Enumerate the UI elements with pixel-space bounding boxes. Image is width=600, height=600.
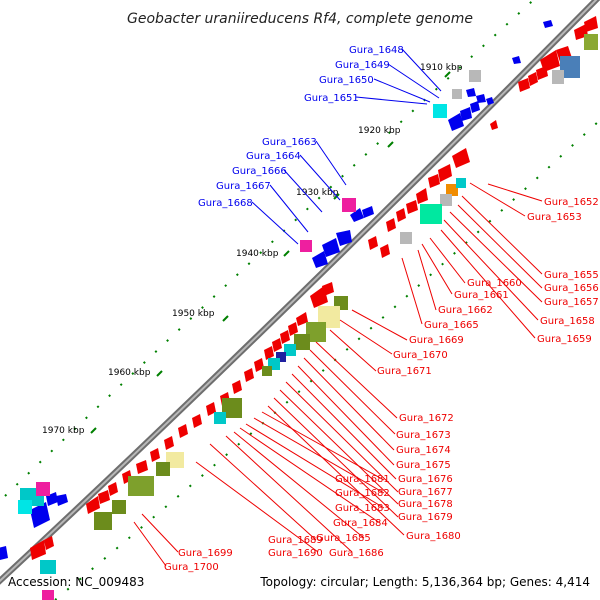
gene-label-reverse: Gura_1679: [398, 512, 453, 523]
gene-label-forward: Gura_1666: [232, 166, 287, 177]
tick-labels: 1910 kbp 1920 kbp 1930 kbp 1940 kbp 1950…: [42, 63, 463, 436]
gene-label-forward: Gura_1650: [319, 75, 374, 86]
gene-label-reverse: Gura_1670: [393, 350, 448, 361]
gene-label-forward: Gura_1651: [304, 93, 359, 104]
reverse-strand-genes: [30, 16, 598, 560]
tick-label: 1960 kbp: [108, 368, 151, 378]
tick-label: 1950 kbp: [172, 309, 215, 319]
tick-label: 1910 kbp: [420, 63, 463, 73]
tick-label: 1970 kbp: [42, 426, 85, 436]
gene-label-reverse: Gura_1652: [544, 197, 599, 208]
blue-labels: Gura_1648 Gura_1649 Gura_1650 Gura_1651 …: [198, 45, 404, 209]
gene-label-reverse: Gura_1661: [454, 290, 509, 301]
gene-label-reverse: Gura_1680: [406, 531, 461, 542]
gene-label-reverse: Gura_1685: [316, 533, 371, 544]
gene-label-reverse: Gura_1657: [544, 297, 599, 308]
scale-ticks: [90, 71, 451, 434]
blue-leaders: [251, 48, 442, 245]
red-leaders: [133, 182, 543, 567]
outer-colored-genes: [18, 70, 481, 514]
gene-label-forward: Gura_1664: [246, 151, 301, 162]
gene-label-reverse: Gura_1656: [544, 283, 599, 294]
forward-strand-genes: [0, 20, 553, 560]
gene-label-reverse: Gura_1669: [409, 335, 464, 346]
tick-label: 1920 kbp: [358, 126, 401, 136]
accession-text: Accession: NC_009483: [8, 575, 144, 589]
gene-label-reverse: Gura_1676: [398, 474, 453, 485]
gene-label-reverse: Gura_1675: [396, 460, 451, 471]
gene-label-reverse: Gura_1659: [537, 334, 592, 345]
gene-label-reverse: Gura_1655: [544, 270, 599, 281]
gene-label-reverse: Gura_1677: [398, 487, 453, 498]
gene-label-reverse: Gura_1699: [178, 548, 233, 559]
gene-label-reverse: Gura_1682: [335, 488, 390, 499]
red-labels: Gura_1652 Gura_1653 Gura_1655 Gura_1656 …: [164, 197, 599, 573]
genome-summary-text: Topology: circular; Length: 5,136,364 bp…: [259, 575, 590, 589]
gene-label-reverse: Gura_1671: [377, 366, 432, 377]
gene-label-forward: Gura_1649: [335, 60, 390, 71]
gene-label-reverse: Gura_1683: [335, 503, 390, 514]
gene-label-reverse: Gura_1674: [396, 445, 451, 456]
guide-dots: [4, 0, 600, 600]
gene-label-forward: Gura_1668: [198, 198, 253, 209]
gene-label-reverse: Gura_1653: [527, 212, 582, 223]
gene-label-reverse: Gura_1689: [268, 535, 323, 546]
gene-label-reverse: Gura_1660: [467, 278, 522, 289]
gene-label-reverse: Gura_1686: [329, 548, 384, 559]
gene-label-forward: Gura_1663: [262, 137, 317, 148]
map-title: Geobacter uraniireducens Rf4, complete g…: [127, 11, 473, 27]
gene-label-reverse: Gura_1665: [424, 320, 479, 331]
gene-label-forward: Gura_1648: [349, 45, 404, 56]
gene-label-reverse: Gura_1690: [268, 548, 323, 559]
gene-label-reverse: Gura_1658: [540, 316, 595, 327]
gene-label-reverse: Gura_1681: [335, 474, 390, 485]
inner-colored-genes: [40, 34, 598, 600]
tick-label: 1930 kbp: [296, 188, 339, 198]
gene-label-reverse: Gura_1678: [398, 499, 453, 510]
gene-label-reverse: Gura_1700: [164, 562, 219, 573]
gene-label-reverse: Gura_1673: [396, 430, 451, 441]
tick-label: 1940 kbp: [236, 249, 279, 259]
gene-label-forward: Gura_1667: [216, 181, 271, 192]
gene-label-reverse: Gura_1672: [399, 413, 454, 424]
gene-label-reverse: Gura_1684: [333, 518, 388, 529]
gene-label-reverse: Gura_1662: [438, 305, 493, 316]
